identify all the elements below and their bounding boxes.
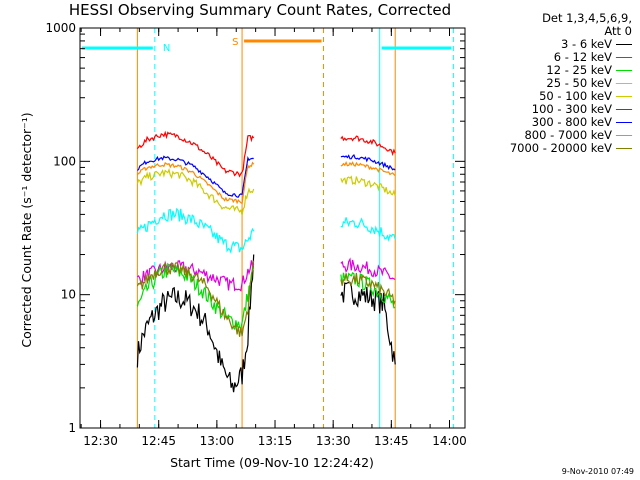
legend-entry: 300 - 800 keV <box>486 116 632 129</box>
x-tick-label: 14:00 <box>432 434 467 448</box>
y-tick-label: 100 <box>53 154 76 168</box>
legend-header-detectors: Det 1,3,4,5,6,9, <box>542 11 632 25</box>
series-layer <box>136 130 396 393</box>
y-tick-label: 1000 <box>45 21 76 35</box>
legend-header-attenuator: Att 0 <box>604 24 632 38</box>
series-line <box>340 161 396 177</box>
series-line <box>340 257 396 281</box>
legend-entry: 25 - 50 keV <box>486 77 632 90</box>
legend-entry-label: 3 - 6 keV <box>561 37 612 51</box>
x-tick-label: 12:30 <box>83 434 118 448</box>
series-line <box>136 161 255 205</box>
legend-entry-label: 300 - 800 keV <box>531 115 612 129</box>
legend-swatch <box>616 122 632 123</box>
x-tick-label: 13:15 <box>258 434 293 448</box>
series-line <box>340 175 396 197</box>
legend-entry: 800 - 7000 keV <box>486 129 632 142</box>
legend-entry-label: 100 - 300 keV <box>531 102 612 116</box>
legend: Det 1,3,4,5,6,9, Att 0 3 - 6 keV 6 - 12 k… <box>486 12 632 155</box>
legend-entry: 3 - 6 keV <box>486 38 632 51</box>
series-line <box>340 135 396 157</box>
interval-label-S: S <box>232 37 238 48</box>
x-tick-label: 13:45 <box>374 434 409 448</box>
series-line <box>340 217 396 242</box>
axes-layer: 12:30 12:45 13:00 13:15 13:30 13:45 14:00 1 10 10… <box>45 21 466 448</box>
x-tick-label: 12:45 <box>141 434 176 448</box>
legend-entry: 6 - 12 keV <box>486 51 632 64</box>
legend-swatch <box>616 44 632 45</box>
series-line <box>136 260 255 337</box>
plot-frame <box>79 27 466 429</box>
legend-swatch <box>616 109 632 110</box>
x-tick-label: 13:00 <box>200 434 235 448</box>
series-line <box>136 207 255 255</box>
legend-swatch <box>616 96 632 97</box>
legend-entry: 50 - 100 keV <box>486 90 632 103</box>
series-line <box>137 155 254 198</box>
legend-entry: 12 - 25 keV <box>486 64 632 77</box>
series-line <box>340 281 396 365</box>
legend-entry: 7000 - 20000 keV <box>486 142 632 155</box>
series-line <box>136 167 255 216</box>
legend-swatch <box>616 57 632 58</box>
legend-entry: 100 - 300 keV <box>486 103 632 116</box>
legend-swatch <box>616 135 632 136</box>
x-axis-label: Start Time (09-Nov-10 12:24:42) <box>170 455 374 470</box>
legend-entry-label: 12 - 25 keV <box>546 63 612 77</box>
y-tick-label: 1 <box>68 421 76 435</box>
series-line <box>340 272 396 306</box>
interval-label-N: N <box>163 43 170 54</box>
legend-entry-label: 800 - 7000 keV <box>524 128 612 142</box>
timestamp-stamp: 9-Nov-2010 07:49 <box>561 467 634 476</box>
legend-entry-label: 25 - 50 keV <box>546 76 612 90</box>
legend-swatch <box>616 70 632 71</box>
x-tick-label: 13:30 <box>316 434 351 448</box>
marker-layer: NS <box>79 28 454 428</box>
legend-entry-label: 7000 - 20000 keV <box>509 141 612 155</box>
series-line <box>136 130 255 178</box>
chart-title: HESSI Observing Summary Count Rates, Cor… <box>68 1 452 19</box>
y-tick-label: 10 <box>61 288 76 302</box>
series-line <box>136 254 255 393</box>
legend-swatch <box>616 83 632 84</box>
series-line <box>340 153 396 171</box>
legend-swatch <box>616 148 632 149</box>
legend-entry-label: 50 - 100 keV <box>539 89 612 103</box>
legend-entry-label: 6 - 12 keV <box>553 50 612 64</box>
y-axis-label: Corrected Count Rate (s⁻¹ detector⁻¹) <box>19 112 34 347</box>
